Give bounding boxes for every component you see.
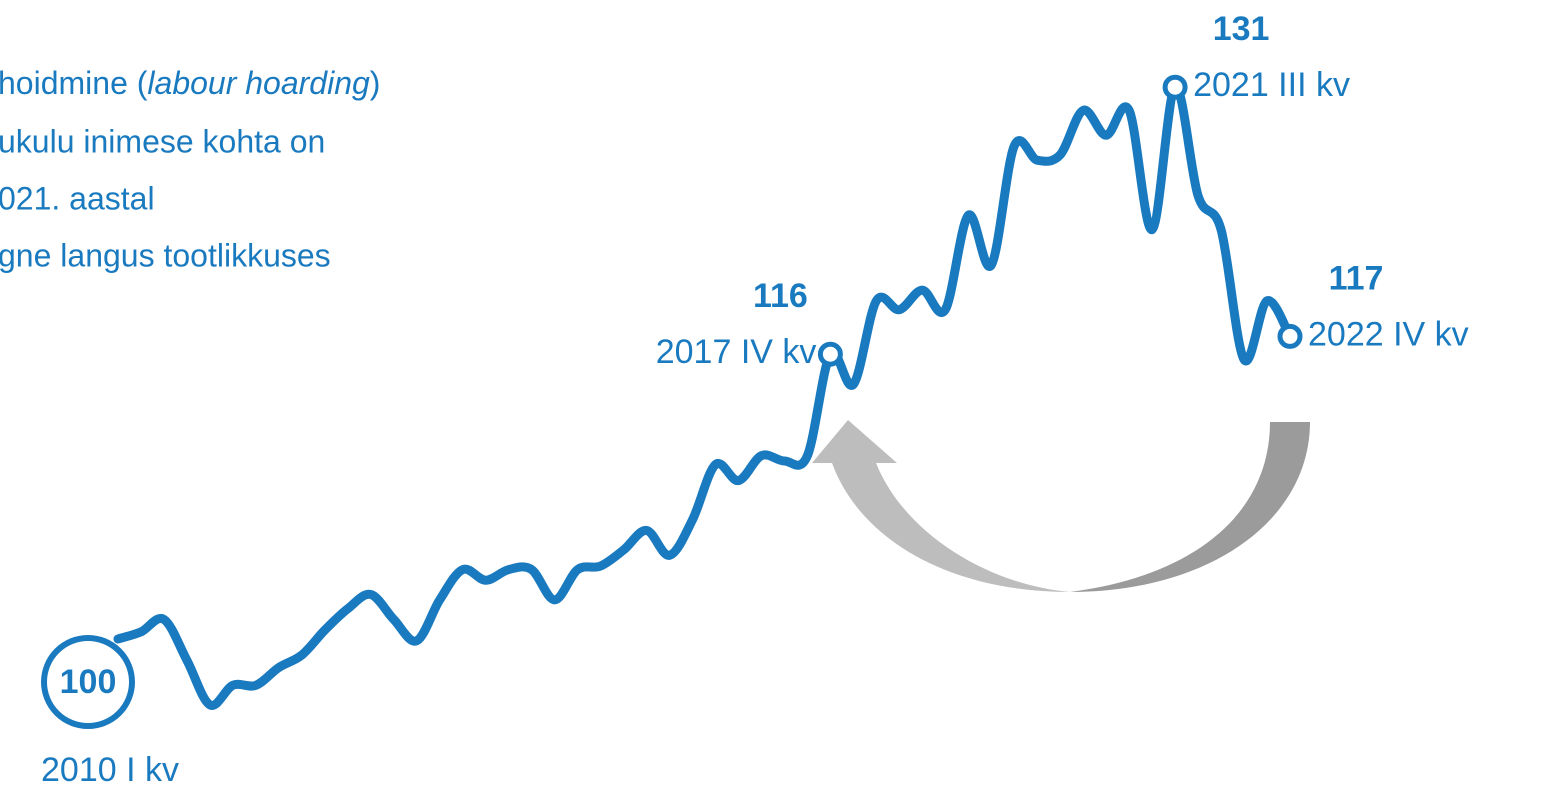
annotation: hoidmine (labour hoarding) ukulu inimese…	[0, 65, 380, 273]
category-label: 2021 III kv	[1193, 66, 1350, 104]
annotation-line: hoidmine (labour hoarding)	[0, 65, 380, 101]
category-label: 2017 IV kv	[656, 333, 817, 371]
annotation-line: 021. aastal	[0, 180, 155, 216]
value-label: 116	[753, 277, 808, 315]
value-label: 131	[1213, 10, 1270, 48]
arrow-left-part	[812, 420, 1070, 592]
annotation-line: gne langus tootlikkuses	[0, 237, 331, 273]
line	[113, 82, 1295, 710]
point-marker	[1162, 74, 1188, 100]
annotation-line: ukulu inimese kohta on	[0, 123, 325, 159]
value-label: 100	[60, 663, 117, 701]
category-label: 2022 IV kv	[1308, 315, 1469, 353]
start-badge	[41, 635, 135, 729]
annotation-text: hoidmine (	[0, 65, 148, 101]
value-label: 117	[1329, 259, 1384, 297]
point-marker	[817, 341, 843, 367]
return-arrow	[812, 420, 1310, 592]
point-marker	[1277, 323, 1303, 349]
arrow-right-part	[1070, 422, 1310, 592]
category-label: 2010 I kv	[41, 751, 179, 789]
annotation-text: )	[370, 65, 381, 101]
annotation-text: labour hoarding	[147, 65, 370, 101]
